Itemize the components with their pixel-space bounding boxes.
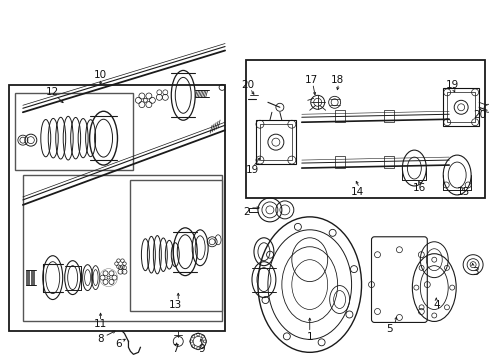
Bar xyxy=(447,92,475,122)
Text: 10: 10 xyxy=(94,71,107,80)
Text: 18: 18 xyxy=(331,75,344,85)
Text: 7: 7 xyxy=(172,345,178,354)
Bar xyxy=(443,88,479,126)
Text: 13: 13 xyxy=(169,300,182,310)
Text: 2: 2 xyxy=(244,207,250,217)
Text: 15: 15 xyxy=(457,187,470,197)
Text: 20: 20 xyxy=(473,110,487,120)
Bar xyxy=(15,93,133,170)
Bar xyxy=(130,180,222,311)
Text: 4: 4 xyxy=(433,300,440,310)
Text: 9: 9 xyxy=(199,345,205,354)
Bar xyxy=(9,85,225,332)
Text: 14: 14 xyxy=(351,187,364,197)
Bar xyxy=(335,156,344,168)
Text: 12: 12 xyxy=(46,87,59,97)
Text: 20: 20 xyxy=(242,80,254,90)
Text: 5: 5 xyxy=(386,324,393,334)
Bar xyxy=(260,124,292,160)
Text: 11: 11 xyxy=(94,319,107,329)
Bar xyxy=(246,60,485,198)
Bar xyxy=(23,175,222,321)
Text: 3: 3 xyxy=(472,267,478,276)
Text: 1: 1 xyxy=(306,332,313,342)
Text: 17: 17 xyxy=(305,75,318,85)
Text: 19: 19 xyxy=(245,165,259,175)
Text: 19: 19 xyxy=(445,80,459,90)
Bar xyxy=(385,156,394,168)
Bar xyxy=(256,120,296,164)
Bar xyxy=(385,110,394,122)
FancyBboxPatch shape xyxy=(371,237,427,323)
Text: 16: 16 xyxy=(413,183,426,193)
Text: 6: 6 xyxy=(115,339,122,349)
Text: 8: 8 xyxy=(97,334,104,345)
Bar xyxy=(335,110,344,122)
